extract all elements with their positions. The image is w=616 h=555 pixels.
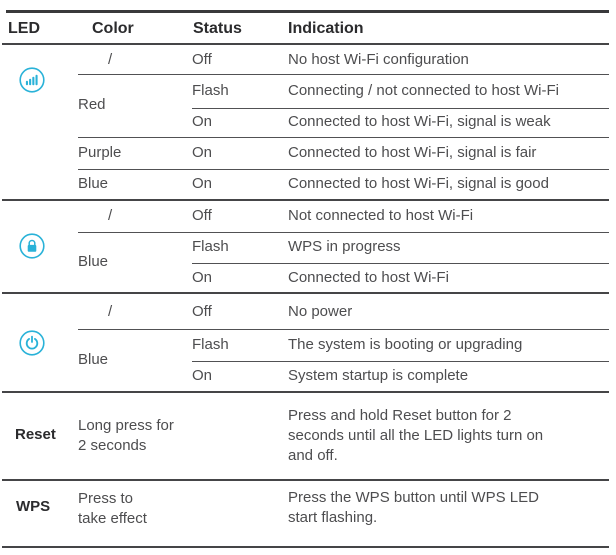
row-separator [78, 329, 609, 330]
color-cell: Red [78, 96, 106, 113]
wps-button-label: WPS [16, 498, 51, 515]
indication-cell: No power [288, 303, 353, 320]
status-cell: Flash [192, 238, 229, 255]
status-cell: Off [192, 207, 212, 224]
color-cell: / [108, 207, 113, 224]
column-header-indication: Indication [288, 20, 364, 37]
color-cell: Blue [78, 175, 109, 192]
row-separator [78, 74, 609, 75]
row-separator [192, 263, 609, 264]
status-cell: On [192, 269, 213, 286]
reset-button-label: Reset [15, 426, 56, 443]
group-separator [2, 292, 609, 294]
table-top-rule [6, 10, 609, 13]
status-cell: On [192, 175, 213, 192]
indication-cell: System startup is complete [288, 367, 469, 384]
status-cell: Off [192, 51, 212, 68]
status-cell: On [192, 113, 213, 130]
indication-cell: Not connected to host Wi-Fi [288, 207, 474, 224]
row-separator [192, 361, 609, 362]
reset-action-cell: Long press for 2 seconds [78, 417, 174, 454]
indication-cell: Connected to host Wi-Fi, signal is good [288, 175, 549, 192]
color-cell: / [108, 303, 113, 320]
row-separator [78, 232, 609, 233]
status-cell: Off [192, 303, 212, 320]
status-cell: Flash [192, 82, 229, 99]
color-cell: Purple [78, 144, 122, 161]
column-header-led: LED [8, 20, 40, 37]
color-cell: Blue [78, 351, 109, 368]
indication-cell: The system is booting or upgrading [288, 336, 523, 353]
status-cell: On [192, 367, 213, 384]
indication-cell: Connecting / not connected to host Wi-Fi [288, 82, 559, 99]
color-cell: Blue [78, 253, 109, 270]
status-cell: On [192, 144, 213, 161]
group-separator [2, 199, 609, 201]
row-separator [192, 108, 609, 109]
group-separator [2, 391, 609, 393]
column-header-color: Color [92, 20, 134, 37]
status-cell: Flash [192, 336, 229, 353]
indication-cell: Connected to host Wi-Fi [288, 269, 449, 286]
indication-cell: Connected to host Wi-Fi, signal is weak [288, 113, 551, 130]
table-bottom-rule [2, 546, 609, 548]
group-separator [2, 479, 609, 481]
color-cell: / [108, 51, 113, 68]
row-separator [78, 169, 609, 170]
indication-cell: WPS in progress [288, 238, 401, 255]
signal-strength-icon [19, 67, 45, 93]
column-header-status: Status [193, 20, 242, 37]
header-separator [2, 43, 609, 45]
indication-cell: Connected to host Wi-Fi, signal is fair [288, 144, 537, 161]
reset-description-cell: Press and hold Reset button for 2 second… [288, 407, 544, 464]
row-separator [78, 137, 609, 138]
lock-icon [19, 233, 45, 259]
wps-action-cell: Press to take effect [78, 490, 147, 527]
power-icon [19, 330, 45, 356]
wps-description-cell: Press the WPS button until WPS LED start… [288, 489, 539, 526]
indication-cell: No host Wi-Fi configuration [288, 51, 469, 68]
